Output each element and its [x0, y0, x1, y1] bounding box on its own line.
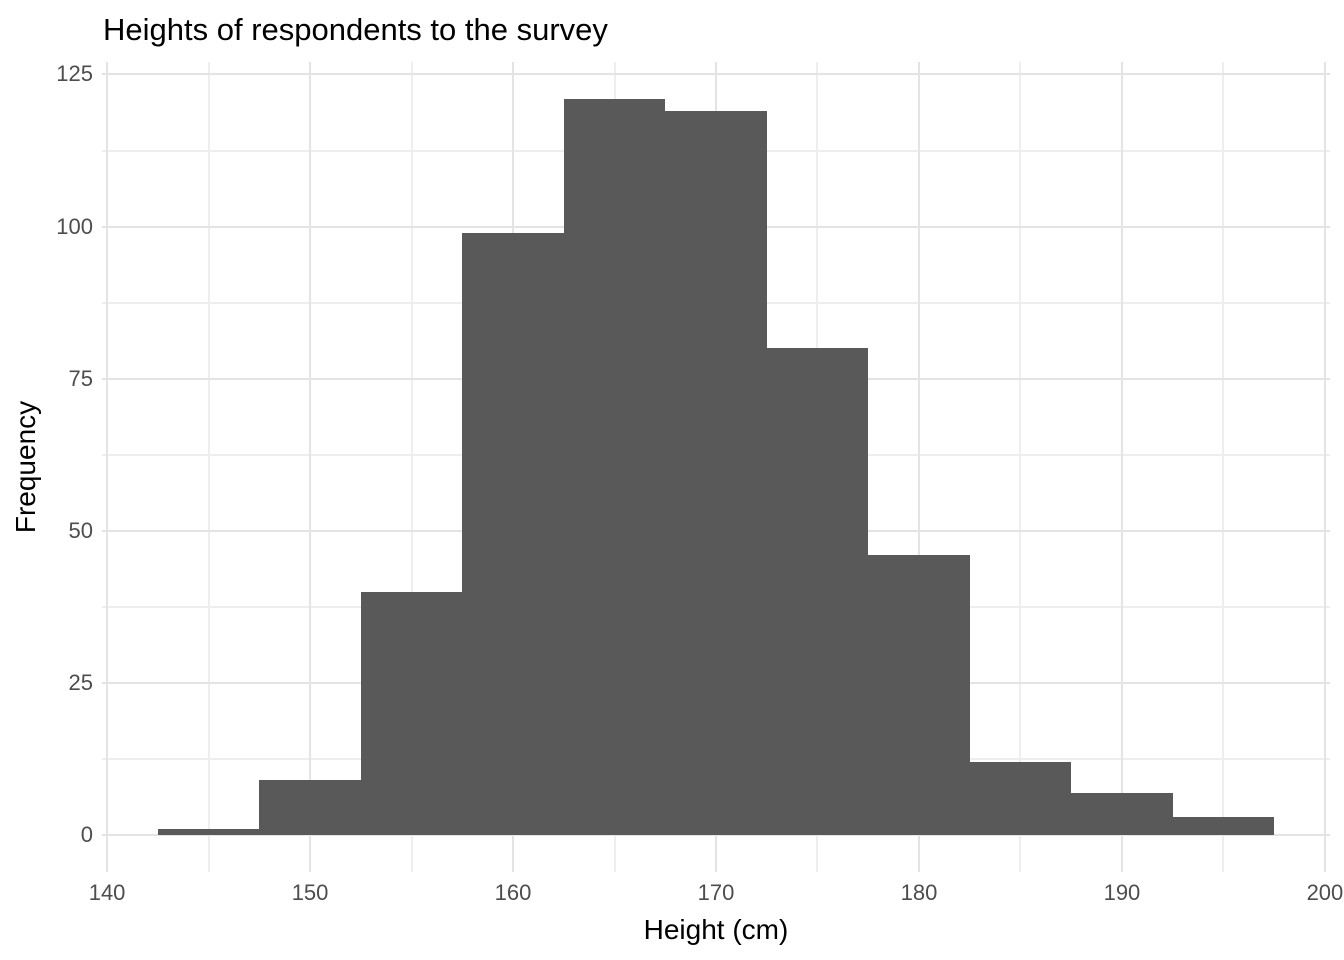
chart-title: Heights of respondents to the survey [103, 12, 608, 47]
histogram-bar [766, 348, 869, 836]
histogram-bar [563, 98, 666, 836]
x-tick-label: 180 [900, 880, 938, 905]
gridline-major-x [1120, 62, 1123, 872]
x-tick-label: 200 [1306, 880, 1344, 905]
y-tick-label: 25 [68, 670, 93, 696]
gridline-major-y [102, 834, 1330, 837]
x-tick-label: 170 [697, 880, 735, 905]
plot-panel [102, 62, 1330, 872]
x-tick-label: 190 [1103, 880, 1141, 905]
y-tick-label: 50 [68, 517, 93, 543]
y-tick-label: 75 [68, 365, 93, 391]
histogram-bar [868, 555, 970, 836]
gridline-major-x [309, 62, 312, 872]
histogram-bar [1172, 816, 1275, 836]
histogram-bar [157, 829, 260, 836]
gridline-major-y [102, 73, 1330, 76]
histogram-bar [969, 762, 1072, 836]
gridline-major-x [106, 62, 109, 872]
histogram-bar [462, 232, 564, 836]
y-tick-label: 100 [56, 213, 93, 239]
histogram-bar [360, 591, 463, 836]
gridline-minor-x [410, 62, 413, 872]
y-tick-label: 125 [56, 61, 93, 87]
gridline-minor-x [207, 62, 210, 872]
y-axis-title: Frequency [10, 400, 41, 534]
x-tick-label: 150 [291, 880, 329, 905]
gridline-minor-x [1019, 62, 1022, 872]
gridline-major-x [1323, 62, 1326, 872]
histogram-bar [259, 780, 361, 836]
x-tick-label: 160 [494, 880, 532, 905]
x-tick-label: 140 [88, 880, 126, 905]
gridline-major-x [917, 62, 920, 872]
gridline-minor-x [1222, 62, 1225, 872]
x-axis-title: Height (cm) [643, 914, 789, 945]
y-tick-label: 0 [80, 822, 93, 848]
histogram-bar [665, 110, 767, 836]
histogram-bar [1071, 792, 1173, 836]
